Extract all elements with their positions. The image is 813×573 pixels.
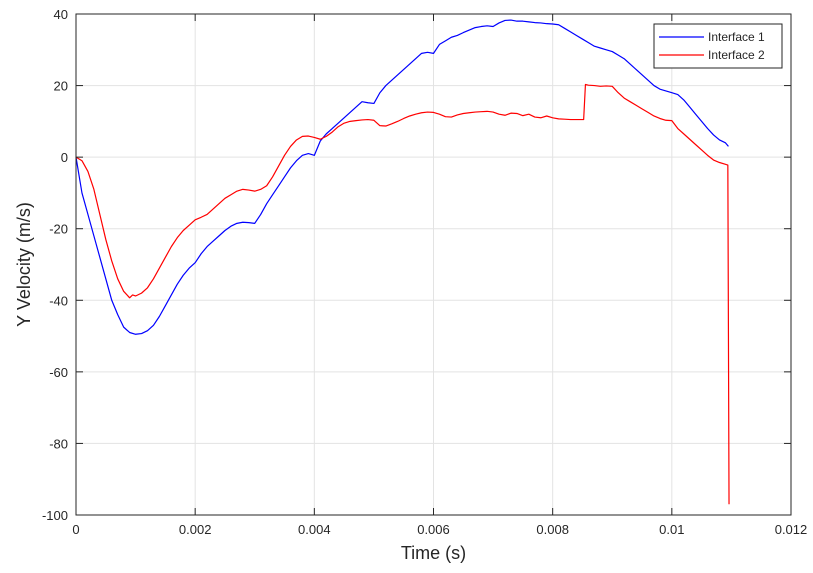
series-layer bbox=[75, 19, 730, 505]
x-tick-label: 0.006 bbox=[417, 522, 450, 537]
legend-label-interface-2: Interface 2 bbox=[708, 48, 765, 62]
series-line-interface-2 bbox=[75, 83, 730, 505]
legend-box bbox=[653, 23, 783, 69]
x-tick-label: 0.012 bbox=[775, 522, 808, 537]
x-tick-label: 0.01 bbox=[659, 522, 684, 537]
y-axis-label: Y Velocity (m/s) bbox=[14, 202, 34, 327]
y-tick-label: -40 bbox=[49, 293, 68, 308]
x-tick-label: 0 bbox=[72, 522, 79, 537]
y-tick-label: -60 bbox=[49, 365, 68, 380]
y-tick-label: 40 bbox=[54, 7, 68, 22]
x-tick-label: 0.008 bbox=[536, 522, 569, 537]
x-axis-label: Time (s) bbox=[401, 543, 466, 563]
y-tick-label: 0 bbox=[61, 150, 68, 165]
x-tick-label: 0.002 bbox=[179, 522, 212, 537]
legend: Interface 1 Interface 2 bbox=[653, 23, 783, 69]
x-tick-label: 0.004 bbox=[298, 522, 331, 537]
tick-labels: 0 0.002 0.004 0.006 0.008 0.01 0.012 -100 -80 -60… bbox=[42, 7, 807, 537]
legend-label-interface-1: Interface 1 bbox=[708, 30, 765, 44]
y-tick-label: -80 bbox=[49, 436, 68, 451]
y-tick-label: -20 bbox=[49, 222, 68, 237]
series-line-interface-1 bbox=[75, 19, 729, 335]
ticks bbox=[75, 13, 792, 516]
y-tick-label: -100 bbox=[42, 508, 68, 523]
y-tick-label: 20 bbox=[54, 79, 68, 94]
